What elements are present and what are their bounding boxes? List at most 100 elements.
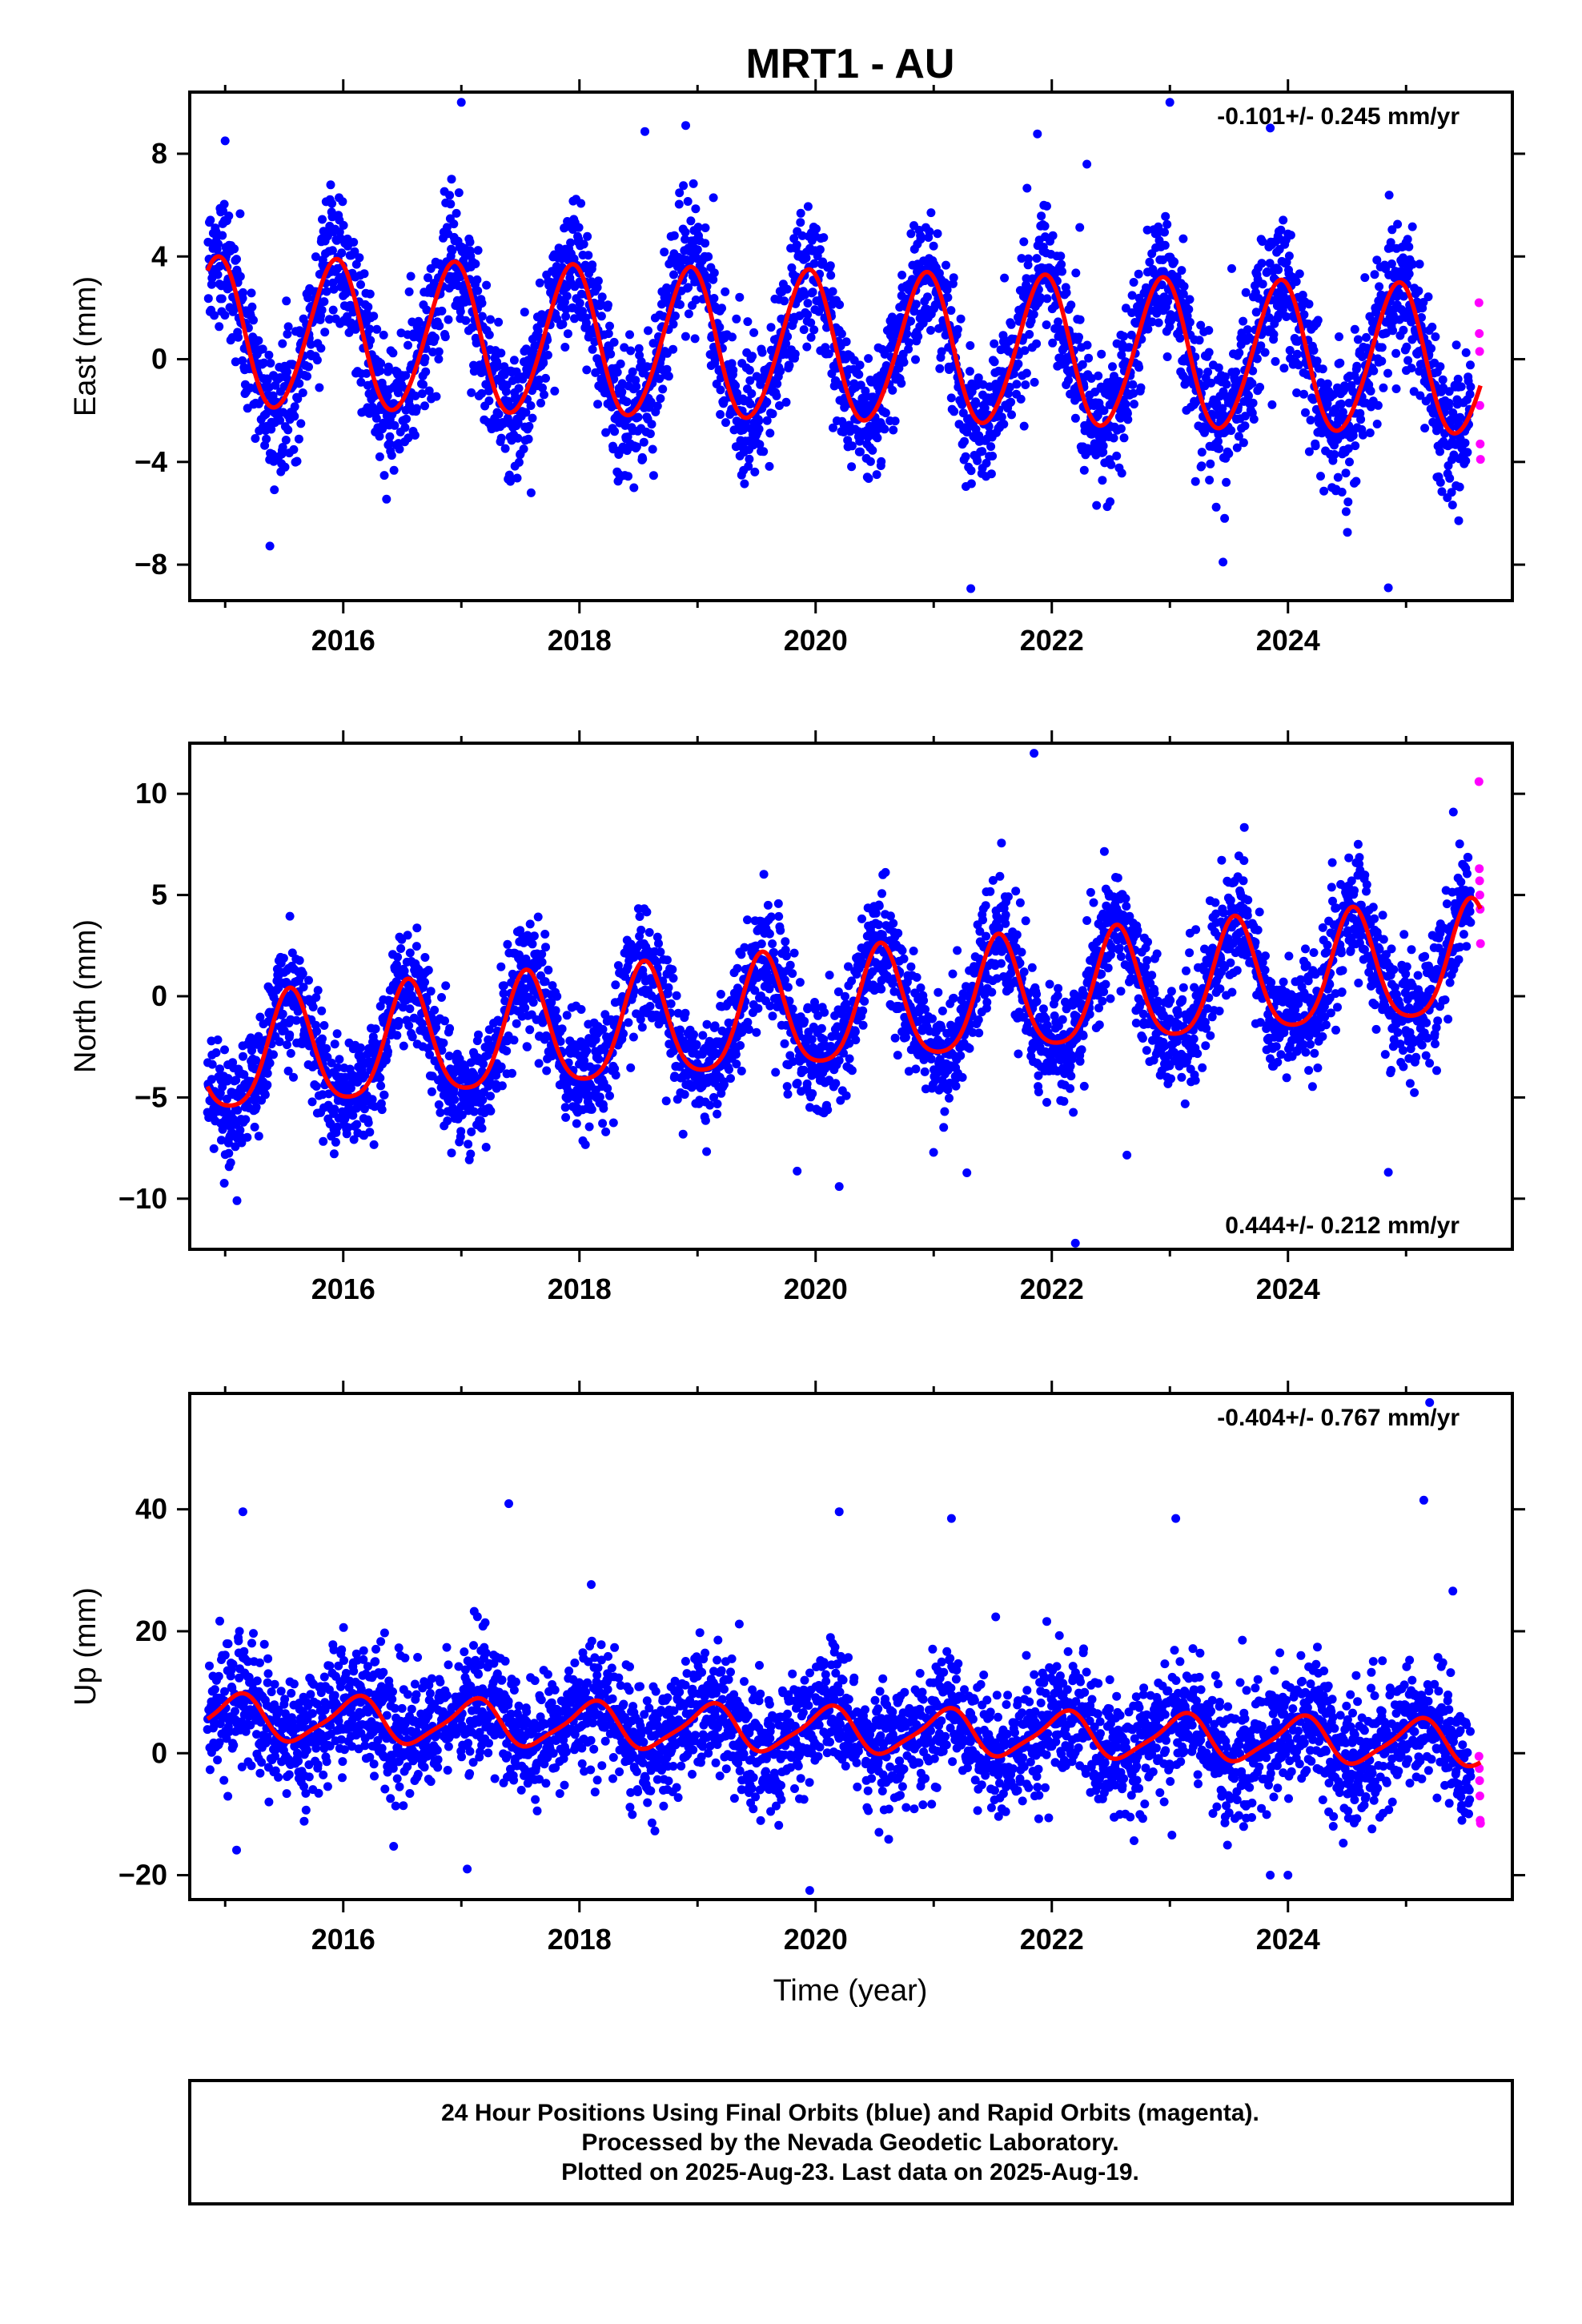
- final-orbit-outlier: [456, 98, 466, 107]
- final-orbit-point: [369, 1140, 379, 1149]
- final-orbit-point: [847, 441, 857, 451]
- final-orbit-point: [578, 307, 588, 316]
- final-orbit-point: [1205, 476, 1215, 485]
- final-orbit-point: [1427, 344, 1436, 353]
- final-orbit-point: [375, 432, 384, 441]
- final-orbit-point: [1136, 383, 1146, 392]
- final-orbit-point: [278, 1009, 287, 1019]
- final-orbit-point: [1453, 374, 1463, 384]
- final-orbit-point: [574, 223, 584, 232]
- final-orbit-point: [318, 215, 327, 224]
- final-orbit-point: [1299, 310, 1309, 320]
- final-orbit-point: [966, 584, 976, 593]
- final-orbit-point: [320, 328, 330, 337]
- final-orbit-point: [558, 320, 568, 329]
- final-orbit-point: [745, 454, 754, 464]
- final-orbit-point: [658, 384, 668, 394]
- final-orbit-point: [1265, 259, 1275, 268]
- final-orbit-point: [1298, 291, 1307, 300]
- final-orbit-point: [1056, 251, 1066, 261]
- final-orbit-point: [365, 1128, 375, 1137]
- final-orbit-point: [911, 300, 921, 309]
- final-orbit-point: [524, 434, 533, 444]
- final-orbit-point: [1066, 300, 1076, 310]
- final-orbit-point: [1383, 368, 1392, 378]
- final-orbit-point: [213, 1035, 223, 1044]
- final-orbit-point: [1033, 129, 1042, 139]
- final-orbit-point: [406, 271, 416, 281]
- final-orbit-point: [552, 991, 562, 1001]
- final-orbit-point: [1028, 274, 1038, 283]
- final-orbit-point: [213, 270, 223, 279]
- final-orbit-point: [467, 388, 476, 397]
- final-orbit-point: [471, 259, 480, 268]
- final-orbit-point: [1109, 433, 1118, 443]
- final-orbit-point: [856, 447, 865, 456]
- final-orbit-point: [1214, 436, 1223, 446]
- final-orbit-point: [864, 474, 873, 483]
- final-orbit-point: [681, 1008, 690, 1018]
- final-orbit-point: [949, 273, 958, 283]
- final-orbit-point: [486, 1106, 496, 1116]
- final-orbit-point: [529, 931, 539, 941]
- final-orbit-point: [290, 402, 299, 412]
- final-orbit-point: [231, 357, 240, 367]
- final-orbit-point: [372, 324, 382, 334]
- final-orbit-point: [632, 382, 641, 392]
- final-orbit-point: [519, 444, 528, 454]
- final-orbit-point: [404, 287, 414, 296]
- final-orbit-point: [399, 1041, 408, 1051]
- final-orbit-point: [326, 180, 335, 190]
- final-orbit-point: [441, 981, 451, 991]
- final-orbit-point: [689, 179, 698, 188]
- data-layer: [203, 98, 1485, 593]
- final-orbit-point: [1306, 416, 1315, 425]
- final-orbit-point: [329, 1149, 339, 1159]
- final-orbit-point: [449, 219, 459, 229]
- final-orbit-point: [1178, 289, 1188, 299]
- final-orbit-point: [690, 334, 700, 344]
- final-orbit-point: [283, 329, 292, 339]
- final-orbit-point: [1336, 400, 1346, 408]
- final-orbit-point: [675, 188, 685, 198]
- final-orbit-point: [1356, 415, 1366, 424]
- final-orbit-point: [671, 312, 680, 320]
- final-orbit-point: [656, 947, 665, 957]
- final-orbit-point: [1463, 448, 1472, 457]
- final-orbit-point: [744, 461, 753, 471]
- final-orbit-point: [1243, 325, 1252, 335]
- final-orbit-point: [605, 1091, 614, 1100]
- final-orbit-point: [424, 273, 432, 283]
- final-orbit-point: [500, 444, 510, 453]
- final-orbit-point: [633, 412, 643, 422]
- final-orbit-point: [692, 1039, 701, 1049]
- final-orbit-point: [1121, 400, 1130, 409]
- final-orbit-point: [579, 239, 588, 249]
- final-orbit-point: [563, 329, 572, 339]
- final-orbit-point: [762, 416, 772, 425]
- final-orbit-point: [880, 424, 889, 434]
- final-orbit-point: [1391, 348, 1401, 358]
- final-orbit-point: [1435, 362, 1445, 372]
- final-orbit-point: [933, 229, 942, 239]
- final-orbit-point: [1042, 201, 1051, 211]
- final-orbit-point: [304, 362, 313, 372]
- final-orbit-point: [1456, 382, 1466, 392]
- final-orbit-point: [904, 338, 913, 348]
- final-orbit-point: [709, 268, 719, 278]
- final-orbit-point: [1204, 326, 1214, 335]
- final-orbit-point: [1022, 183, 1032, 193]
- final-orbit-point: [1119, 332, 1129, 341]
- final-orbit-point: [609, 374, 619, 384]
- final-orbit-outlier: [1219, 557, 1228, 567]
- final-orbit-point: [1335, 332, 1343, 341]
- rate-label: -0.101+/- 0.245 mm/yr: [1217, 103, 1460, 130]
- final-orbit-point: [1022, 368, 1031, 378]
- final-orbit-point: [713, 1100, 722, 1108]
- final-orbit-point: [1207, 378, 1216, 388]
- final-orbit-point: [1438, 375, 1447, 384]
- final-orbit-point: [745, 376, 755, 385]
- final-orbit-point: [1098, 448, 1108, 457]
- final-orbit-point: [1309, 346, 1319, 355]
- final-orbit-point: [525, 1025, 535, 1035]
